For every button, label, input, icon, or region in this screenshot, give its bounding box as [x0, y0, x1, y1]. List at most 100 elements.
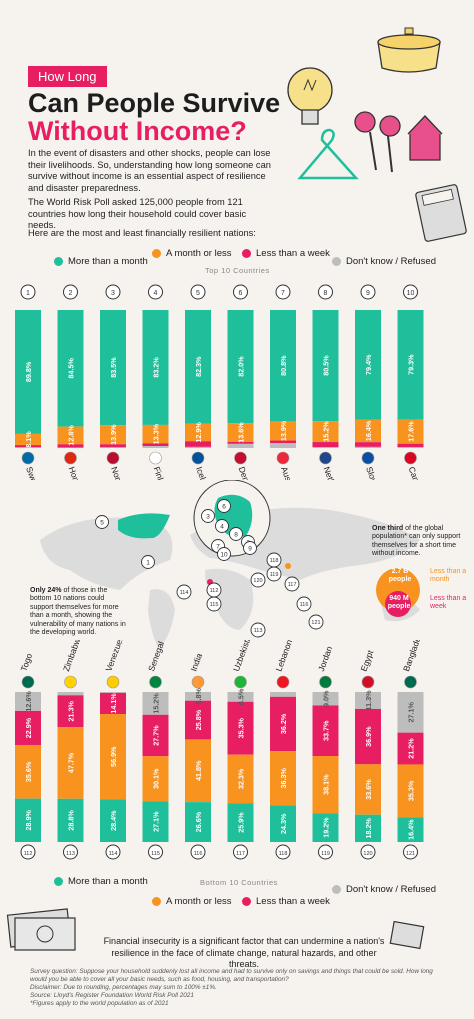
country-label: Jordan [316, 645, 334, 673]
rank-label: 6 [239, 290, 243, 297]
bar-segment-a-month-or-less [57, 426, 84, 445]
bar-group-finland: 4 83.2% 13.3% Finland [142, 284, 171, 480]
bar-group-norway: 3 83.5% 13.9% Norway [100, 284, 129, 480]
data-label: 35.3% [237, 717, 246, 738]
flag-icon [21, 451, 35, 465]
data-label: 35.3% [407, 780, 416, 801]
data-label: 47.7% [67, 752, 76, 773]
data-label: 27.1% [407, 702, 416, 723]
rank-badge [20, 844, 36, 860]
flag-icon [149, 451, 162, 465]
bar-segment-don-t-know-refused [185, 446, 211, 448]
data-label: 12.9% [194, 422, 203, 443]
donut-pink-label: Less than a week [430, 595, 467, 611]
footer-statement: Financial insecurity is a significant fa… [103, 936, 385, 969]
legend-swatch [332, 257, 341, 266]
flag-icon [106, 451, 120, 465]
bar-segment-a-month-or-less [227, 423, 254, 442]
bar-segment-less-than-a-week [270, 696, 296, 752]
top-section-label: Top 10 Countries [205, 266, 270, 275]
map-marker-bottom [308, 614, 324, 630]
data-label: 15.2% [322, 421, 331, 442]
bar-segment-less-than-a-week [312, 705, 339, 757]
rank-label: 118 [279, 851, 288, 857]
data-label: 79.4% [364, 354, 373, 375]
donut-orange-unit: people [388, 576, 412, 583]
annotation-text: of those in the bottom 10 nations could … [30, 587, 126, 637]
bar-segment-less-than-a-week [57, 695, 84, 728]
country-label: Bangladesh [401, 640, 426, 673]
country-label: Sweden [24, 465, 44, 480]
bar-segment-more-than-a-month [185, 310, 211, 424]
population-note: *Figures apply to the world population a… [30, 1000, 169, 1007]
data-label: 32.3% [237, 768, 246, 789]
top-10-chart: 1 89.8% 8.1% Sweden 2 84.5% 12.8% Hong Kong 3 83.… [15, 284, 426, 480]
data-label: 24.3% [279, 813, 288, 834]
rank-label: 5 [196, 290, 200, 297]
data-label: 17.6% [407, 421, 416, 442]
map-marker-bottom [206, 596, 222, 612]
legend-less-than-week-bottom: Less than a week [242, 896, 330, 907]
bar-segment-more-than-a-month [355, 310, 381, 420]
rank-badge [403, 284, 418, 300]
bar-segment-more-than-a-month [57, 798, 84, 842]
bar-segment-don-t-know-refused [227, 692, 254, 702]
data-label: 15.2% [152, 693, 161, 714]
map-marker-label: 7 [216, 544, 220, 551]
flag-icon [404, 451, 417, 465]
legend-less-than-week: Less than a week [242, 248, 330, 259]
rank-badge [190, 844, 206, 860]
rank-badge [105, 844, 121, 860]
legend-swatch [152, 897, 161, 906]
bar-segment-don-t-know-refused [142, 692, 169, 715]
bar-segment-a-month-or-less [100, 425, 126, 445]
wallet-icon [389, 920, 425, 950]
data-label: 27.7% [152, 725, 161, 746]
bar-segment-a-month-or-less [312, 756, 339, 814]
bar-segment-don-t-know-refused [312, 447, 339, 448]
calculator-icon [415, 184, 467, 242]
intro-paragraph-2: The World Risk Poll asked 125,000 people… [28, 197, 247, 231]
flag-icon [191, 675, 205, 689]
rank-badge [20, 284, 36, 300]
bar-segment-less-than-a-week [15, 445, 41, 448]
bar-group-canada: 10 79.3% 17.6% Canada [397, 284, 426, 480]
bar-segment-a-month-or-less [397, 419, 424, 444]
pot-icon [377, 27, 441, 73]
flag-icon [319, 451, 332, 465]
donut-chart [376, 568, 420, 617]
annotation-one-third: One third of the global population* can … [372, 525, 470, 559]
data-label: 9.0% [322, 690, 331, 707]
data-label: 38.1% [322, 774, 331, 795]
bar-segment-don-t-know-refused [142, 446, 169, 448]
map-marker-top [243, 541, 257, 555]
legend-label: More than a month [68, 256, 148, 267]
bar-segment-more-than-a-month [227, 310, 254, 424]
map-marker-label: 4 [220, 524, 224, 531]
map-markers: 1234567891011211311411511611711811912012… [95, 499, 324, 638]
map-marker-label: 120 [253, 578, 262, 584]
data-label: 13.3% [152, 423, 161, 444]
legend-label: A month or less [166, 248, 232, 259]
map-marker-label: 112 [210, 588, 219, 594]
map-marker-bottom [266, 566, 282, 582]
bar-segment-more-than-a-month [397, 817, 424, 842]
money-stack-icon [6, 908, 76, 951]
country-label: Hong Kong [67, 465, 91, 480]
map-marker-label: 3 [206, 514, 210, 521]
bar-segment-don-t-know-refused [15, 692, 41, 711]
flag-icon [361, 451, 375, 465]
bar-segment-a-month-or-less [185, 423, 211, 442]
bar-segment-more-than-a-month [142, 310, 169, 425]
data-label: 5.8% [194, 688, 203, 705]
bar-segment-less-than-a-week [355, 708, 381, 765]
bar-group-venezuela: 114 14.1% 56.9% 28.4% Venezuela [100, 640, 127, 860]
rank-badge [63, 844, 78, 860]
flag-icon [106, 675, 120, 689]
bar-segment-don-t-know-refused [57, 447, 84, 449]
bar-segment-a-month-or-less [397, 764, 424, 818]
bar-group-jordan: 119 9.0% 33.7% 38.1% 19.2% Jordan [312, 645, 339, 860]
title-tag: How Long [28, 66, 107, 87]
